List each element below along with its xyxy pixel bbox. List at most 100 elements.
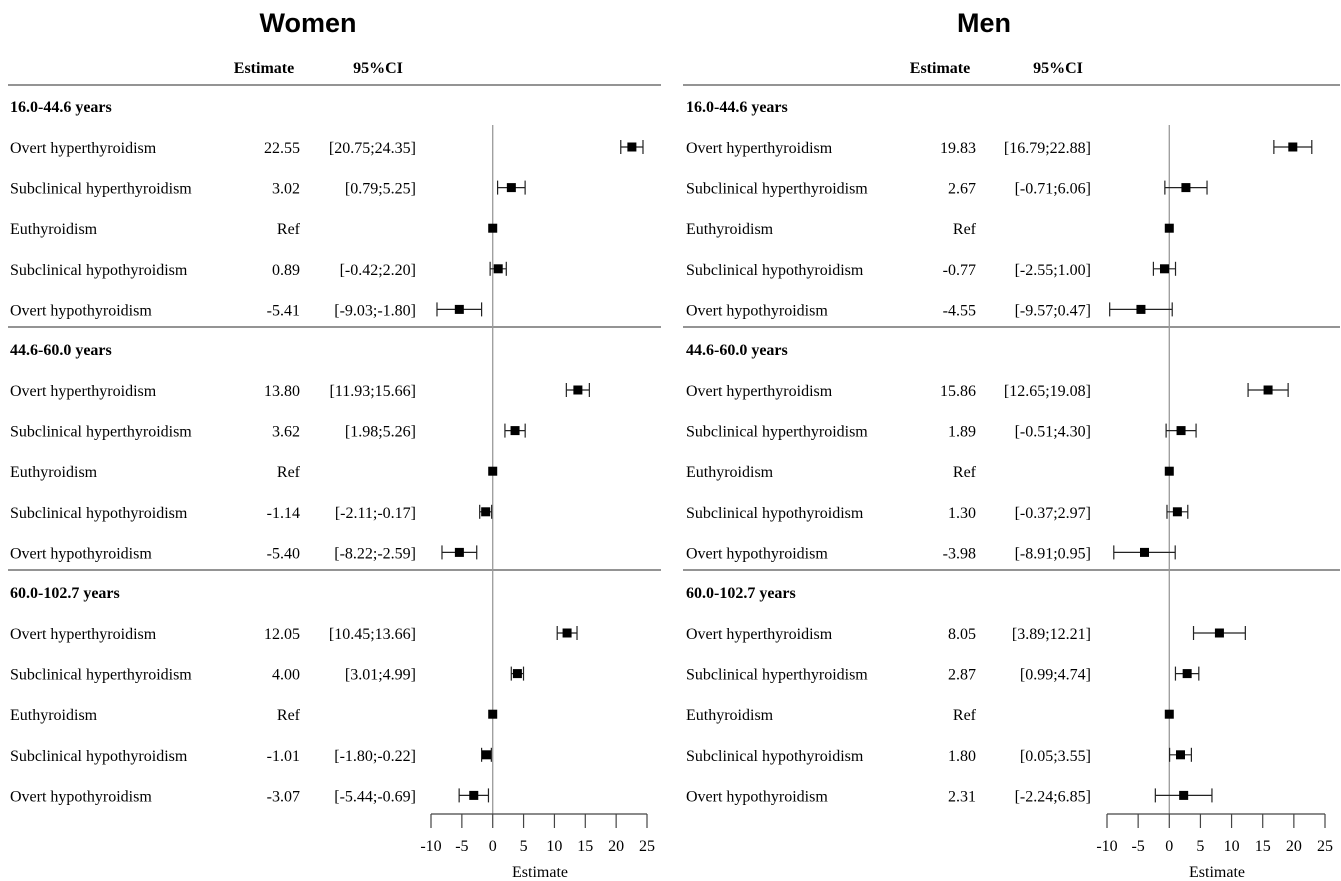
x-tick-label: 10 [1224,838,1240,855]
estimate-value: 2.31 [948,788,976,805]
row-label: Subclinical hyperthyroidism [686,667,868,684]
estimate-value: 0.89 [272,262,300,279]
point-estimate [1179,790,1189,800]
ci-value: [12.65;19.08] [1004,383,1091,400]
row-label: Subclinical hypothyroidism [686,262,864,279]
ci-value: [0.05;3.55] [1020,748,1091,765]
row-label: Overt hypothyroidism [10,302,152,319]
ci-value: [-0.42;2.20] [340,262,416,279]
row-label: Subclinical hyperthyroidism [686,424,868,441]
point-estimate [481,507,491,517]
row-label: Overt hyperthyroidism [686,383,833,400]
group-label: 44.6-60.0 years [686,342,788,359]
ci-value: [20.75;24.35] [329,140,416,157]
ci-value: [0.79;5.25] [345,181,416,198]
row-label: Euthyroidism [10,464,98,481]
estimate-value: 3.02 [272,181,300,198]
estimate-column-header: Estimate [234,60,294,77]
group-label: 16.0-44.6 years [686,99,788,116]
row-label: Overt hypothyroidism [686,545,828,562]
point-estimate [512,669,522,679]
ci-value: [10.45;13.66] [329,626,416,643]
row-label: Subclinical hyperthyroidism [10,181,192,198]
row-label: Overt hyperthyroidism [686,626,833,643]
estimate-value: 1.89 [948,424,976,441]
row-label: Overt hypothyroidism [686,788,828,805]
x-tick-label: -10 [420,838,441,855]
group-label: 60.0-102.7 years [686,585,796,602]
row-label: Overt hyperthyroidism [10,383,157,400]
point-estimate [1164,709,1174,719]
ci-value: [16.79;22.88] [1004,140,1091,157]
estimate-value: -5.40 [267,545,300,562]
estimate-value: -5.41 [267,302,300,319]
estimate-value: -0.77 [943,262,976,279]
x-tick-label: 0 [1165,838,1173,855]
point-estimate [1175,750,1185,760]
x-tick-label: 20 [608,838,624,855]
row-label: Euthyroidism [686,221,774,238]
row-label: Overt hypothyroidism [10,545,152,562]
point-estimate [469,790,479,800]
ci-value: [-2.55;1.00] [1015,262,1091,279]
ci-value: [-2.24;6.85] [1015,788,1091,805]
estimate-value: Ref [953,221,977,238]
row-label: Overt hyperthyroidism [686,140,833,157]
estimate-column-header: Estimate [910,60,970,77]
estimate-value: Ref [953,464,977,481]
estimate-value: Ref [277,464,301,481]
ci-column-header: 95%CI [353,60,403,77]
x-tick-label: 0 [489,838,497,855]
point-estimate [1159,264,1169,274]
panel-title: Women [259,8,356,38]
row-label: Subclinical hyperthyroidism [10,424,192,441]
ci-value: [-5.44;-0.69] [334,788,416,805]
row-label: Euthyroidism [686,464,774,481]
point-estimate [1214,628,1224,638]
ci-value: [11.93;15.66] [329,383,416,400]
row-label: Subclinical hypothyroidism [10,505,188,522]
point-estimate [510,426,520,436]
estimate-value: 1.30 [948,505,976,522]
row-label: Euthyroidism [10,221,98,238]
estimate-value: Ref [953,707,977,724]
x-tick-label: 10 [546,838,562,855]
point-estimate [573,385,583,395]
row-label: Euthyroidism [10,707,98,724]
x-tick-label: 15 [577,838,593,855]
ci-value: [1.98;5.26] [345,424,416,441]
estimate-value: Ref [277,221,301,238]
estimate-value: 15.86 [940,383,976,400]
estimate-value: -3.98 [943,545,976,562]
point-estimate [488,223,498,233]
point-estimate [488,709,498,719]
panel-title: Men [957,8,1011,38]
ci-value: [0.99;4.74] [1020,667,1091,684]
estimate-value: 12.05 [264,626,300,643]
ci-value: [-9.03;-1.80] [334,302,416,319]
x-tick-label: -10 [1096,838,1117,855]
x-tick-label: -5 [1131,838,1144,855]
estimate-value: 8.05 [948,626,976,643]
point-estimate [488,466,498,476]
point-estimate [506,183,516,193]
row-label: Subclinical hypothyroidism [10,748,188,765]
x-tick-label: -5 [455,838,468,855]
x-tick-label: 25 [639,838,655,855]
x-axis-label: Estimate [1189,864,1245,881]
point-estimate [1263,385,1273,395]
estimate-value: Ref [277,707,301,724]
point-estimate [1176,426,1186,436]
ci-column-header: 95%CI [1033,60,1083,77]
ci-value: [-1.80;-0.22] [334,748,416,765]
point-estimate [1181,183,1191,193]
x-tick-label: 5 [1196,838,1204,855]
x-axis-label: Estimate [512,864,568,881]
point-estimate [1182,669,1192,679]
ci-value: [-0.37;2.97] [1015,505,1091,522]
group-label: 44.6-60.0 years [10,342,112,359]
estimate-value: -1.01 [267,748,300,765]
group-label: 60.0-102.7 years [10,585,120,602]
estimate-value: 19.83 [940,140,976,157]
